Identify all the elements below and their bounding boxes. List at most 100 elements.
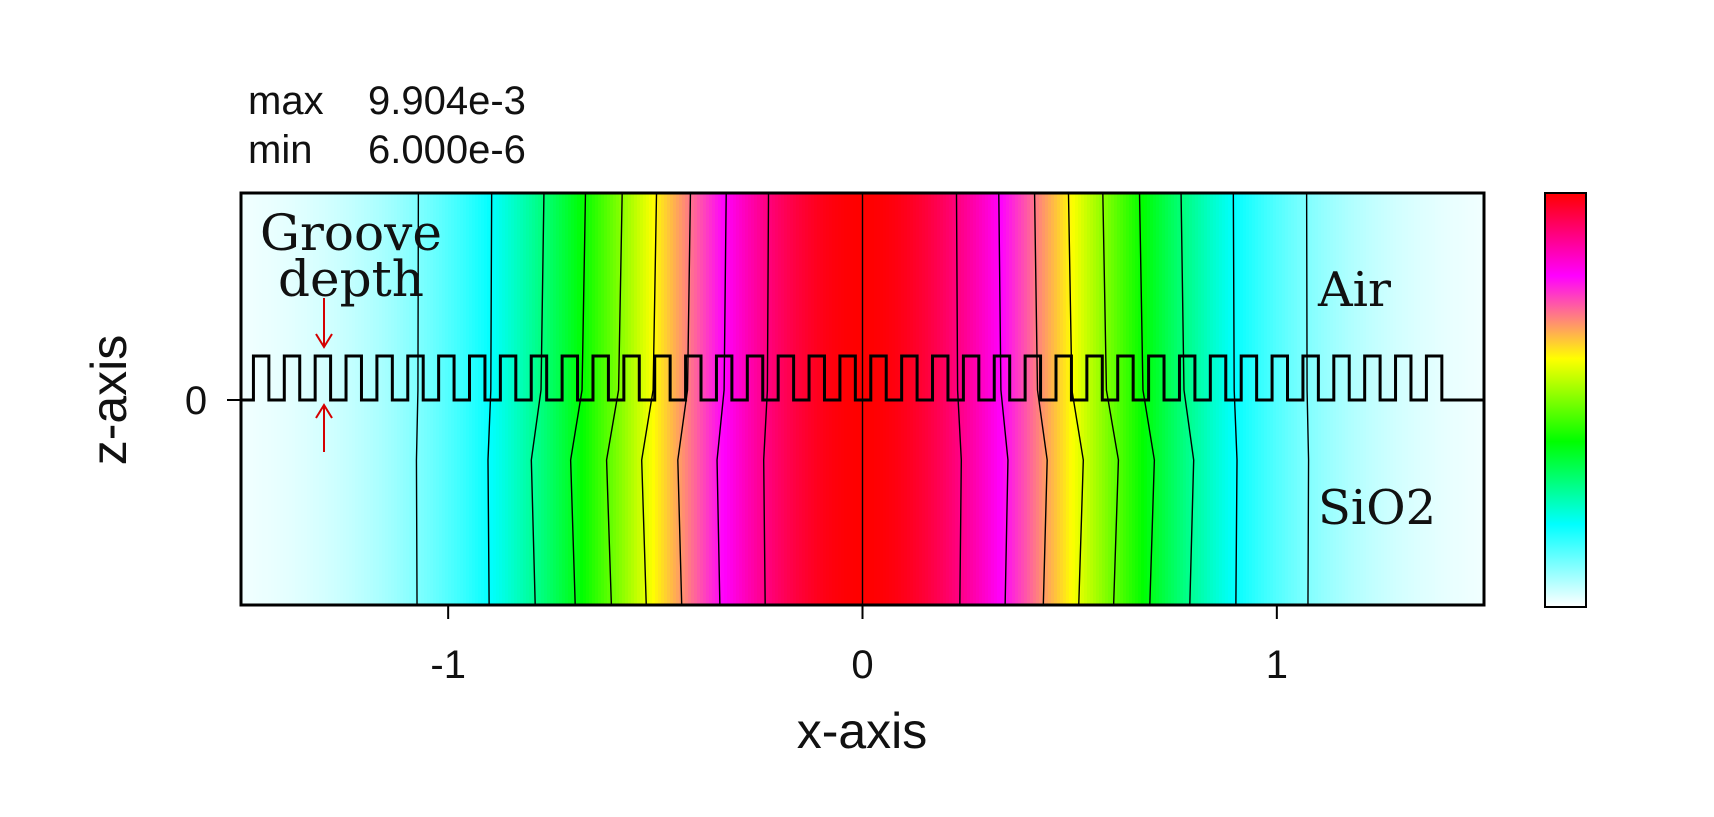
heatmap-column — [1096, 193, 1100, 605]
heatmap-column — [964, 193, 968, 605]
heatmap-column — [478, 193, 482, 605]
heatmap-column — [574, 193, 578, 605]
heatmap-column — [1003, 193, 1007, 605]
z-axis-ticks: 0 — [185, 379, 241, 423]
heatmap-column — [1249, 193, 1253, 605]
heatmap-column — [1303, 193, 1307, 605]
heatmap-column — [754, 193, 758, 605]
heatmap-column — [352, 193, 356, 605]
heatmap-column — [1030, 193, 1034, 605]
colorbar — [1544, 192, 1587, 608]
heatmap-column — [604, 193, 608, 605]
contour-line — [1102, 193, 1120, 605]
heatmap-column — [661, 193, 665, 605]
x-axis-label: x-axis — [797, 703, 928, 759]
heatmap-column — [913, 193, 917, 605]
heatmap-column — [259, 193, 263, 605]
heatmap-column — [1150, 193, 1154, 605]
heatmap-column — [448, 193, 452, 605]
heatmap-column — [910, 193, 914, 605]
heatmap-column — [748, 193, 752, 605]
heatmap-column — [790, 193, 794, 605]
heatmap-column — [289, 193, 293, 605]
heatmap-column — [940, 193, 944, 605]
heatmap-column — [1186, 193, 1190, 605]
contour-line — [716, 193, 727, 605]
heatmap-column — [1222, 193, 1226, 605]
heatmap-column — [439, 193, 443, 605]
heatmap-column — [1129, 193, 1133, 605]
contour-line — [530, 193, 545, 605]
heatmap-column — [1243, 193, 1247, 605]
heatmap-column — [1126, 193, 1130, 605]
heatmap-column — [1309, 193, 1313, 605]
contour-line — [677, 193, 692, 605]
heatmap-column — [787, 193, 791, 605]
heatmap-column — [1282, 193, 1286, 605]
x-tick-label: 0 — [851, 643, 873, 687]
contour-line — [569, 193, 587, 605]
heatmap-column — [1246, 193, 1250, 605]
heatmap-column — [412, 193, 416, 605]
heatmap-column — [724, 193, 728, 605]
heatmap-column — [1438, 193, 1442, 605]
groove-depth-arrows — [315, 298, 333, 452]
contour-line — [1305, 193, 1310, 605]
heatmap-column — [382, 193, 386, 605]
max-label: max — [248, 79, 324, 123]
heatmap-column — [502, 193, 506, 605]
heatmap-column — [292, 193, 296, 605]
heatmap-column — [844, 193, 848, 605]
heatmap-column — [598, 193, 602, 605]
heatmap-column — [850, 193, 854, 605]
heatmap-column — [847, 193, 851, 605]
heatmap-column — [877, 193, 881, 605]
heatmap-column — [1093, 193, 1097, 605]
heatmap-column — [286, 193, 290, 605]
heatmap-column — [322, 193, 326, 605]
heatmap-column — [409, 193, 413, 605]
heatmap-column — [937, 193, 941, 605]
heatmap-column — [565, 193, 569, 605]
heatmap-column — [934, 193, 938, 605]
heatmap-column — [1339, 193, 1343, 605]
heatmap-column — [379, 193, 383, 605]
heatmap-column — [907, 193, 911, 605]
heatmap-column — [475, 193, 479, 605]
heatmap-column — [1180, 193, 1184, 605]
heatmap-column — [1279, 193, 1283, 605]
heatmap-column — [814, 193, 818, 605]
annotation-depth: depth — [278, 250, 424, 308]
heatmap-column — [1156, 193, 1160, 605]
heatmap-column — [388, 193, 392, 605]
heatmap-column — [967, 193, 971, 605]
contour-lines — [415, 193, 1310, 605]
heatmap-column — [658, 193, 662, 605]
heatmap-column — [688, 193, 692, 605]
heatmap-column — [718, 193, 722, 605]
heatmap-column — [508, 193, 512, 605]
heatmap-column — [1087, 193, 1091, 605]
heatmap-column — [568, 193, 572, 605]
heatmap-column — [535, 193, 539, 605]
heatmap-column — [481, 193, 485, 605]
heatmap-column — [355, 193, 359, 605]
arrow-up-head — [315, 403, 333, 419]
heatmap-column — [601, 193, 605, 605]
heatmap-column — [1057, 193, 1061, 605]
heatmap-column — [265, 193, 269, 605]
heatmap-column — [349, 193, 353, 605]
heatmap-column — [325, 193, 329, 605]
contour-line — [605, 193, 623, 605]
heatmap-column — [511, 193, 515, 605]
heatmap-column — [1315, 193, 1319, 605]
heatmap-column — [1219, 193, 1223, 605]
heatmap-column — [532, 193, 536, 605]
heatmap-column — [571, 193, 575, 605]
max-value: 9.904e-3 — [368, 79, 526, 123]
heatmap-column — [319, 193, 323, 605]
z-tick-label: 0 — [185, 379, 207, 423]
heatmap-column — [820, 193, 824, 605]
heatmap-column — [874, 193, 878, 605]
